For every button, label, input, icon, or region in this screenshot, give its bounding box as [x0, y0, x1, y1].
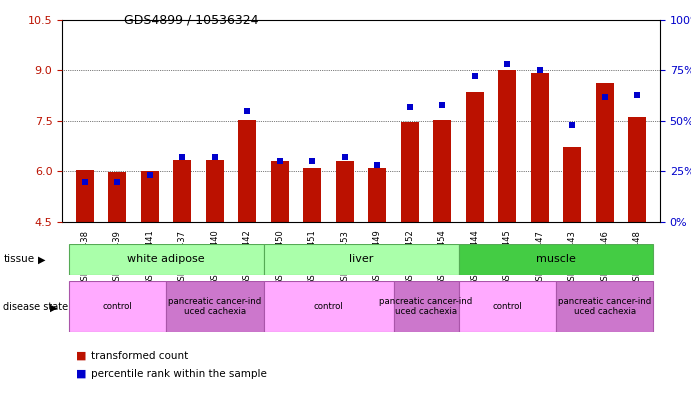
- Point: [372, 162, 383, 169]
- Bar: [68, 281, 166, 332]
- Bar: [263, 281, 394, 332]
- Point: [177, 154, 188, 160]
- Text: GDS4899 / 10536324: GDS4899 / 10536324: [124, 14, 259, 27]
- Point: [599, 94, 610, 100]
- Bar: [336, 161, 354, 222]
- Bar: [563, 147, 581, 222]
- Point: [437, 101, 448, 108]
- Point: [567, 122, 578, 128]
- Text: ■: ■: [76, 351, 86, 361]
- Text: muscle: muscle: [536, 254, 576, 264]
- Bar: [368, 168, 386, 222]
- Point: [632, 92, 643, 98]
- Bar: [401, 121, 419, 222]
- Bar: [68, 244, 263, 275]
- Text: liver: liver: [349, 254, 373, 264]
- Bar: [173, 160, 191, 222]
- Point: [209, 154, 220, 160]
- Bar: [556, 281, 654, 332]
- Bar: [108, 173, 126, 222]
- Bar: [141, 171, 159, 222]
- Text: ▶: ▶: [38, 254, 46, 264]
- Bar: [238, 120, 256, 222]
- Bar: [531, 73, 549, 222]
- Text: pancreatic cancer-ind
uced cachexia: pancreatic cancer-ind uced cachexia: [558, 297, 652, 316]
- Text: ■: ■: [76, 369, 86, 379]
- Bar: [466, 92, 484, 222]
- Point: [112, 178, 123, 185]
- Text: disease state: disease state: [3, 302, 68, 312]
- Point: [534, 67, 545, 73]
- Point: [307, 158, 318, 165]
- Text: white adipose: white adipose: [127, 254, 205, 264]
- Text: pancreatic cancer-ind
uced cachexia: pancreatic cancer-ind uced cachexia: [168, 297, 261, 316]
- Bar: [498, 70, 516, 222]
- Bar: [628, 117, 646, 222]
- Point: [502, 61, 513, 67]
- Point: [469, 73, 480, 79]
- Point: [274, 158, 285, 165]
- Bar: [263, 244, 459, 275]
- Text: pancreatic cancer-ind
uced cachexia: pancreatic cancer-ind uced cachexia: [379, 297, 473, 316]
- Text: transformed count: transformed count: [91, 351, 189, 361]
- Text: control: control: [314, 302, 343, 311]
- Point: [339, 154, 350, 160]
- Bar: [459, 244, 654, 275]
- Text: ▶: ▶: [50, 302, 58, 312]
- Point: [404, 103, 415, 110]
- Bar: [206, 160, 224, 222]
- Bar: [394, 281, 459, 332]
- Point: [144, 173, 155, 179]
- Point: [242, 108, 253, 114]
- Bar: [76, 170, 94, 222]
- Bar: [459, 281, 556, 332]
- Point: [79, 178, 91, 185]
- Bar: [433, 120, 451, 222]
- Text: control: control: [102, 302, 132, 311]
- Text: percentile rank within the sample: percentile rank within the sample: [91, 369, 267, 379]
- Bar: [303, 168, 321, 222]
- Bar: [271, 161, 289, 222]
- Bar: [596, 83, 614, 222]
- Text: tissue: tissue: [3, 254, 35, 264]
- Text: control: control: [493, 302, 522, 311]
- Bar: [166, 281, 263, 332]
